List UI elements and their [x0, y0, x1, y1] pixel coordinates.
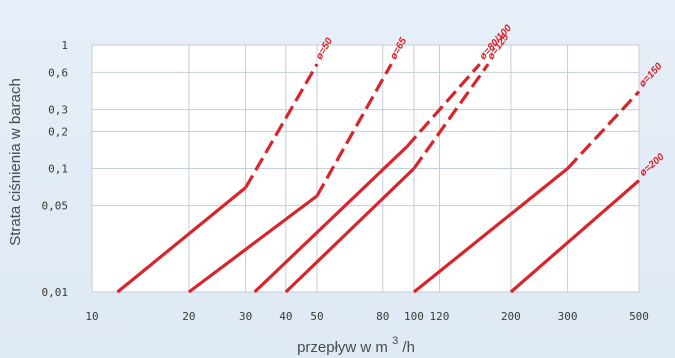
y-tick-labels: 0,01 0,05 0,1 0,2 0,3 0,6 1 — [42, 39, 69, 299]
y-tick-label: 0,6 — [48, 66, 68, 79]
x-axis-label-tail: /h — [402, 339, 415, 356]
series-segment-solid — [509, 179, 641, 294]
series-segment-dashed — [315, 63, 393, 197]
series-label: ø=200 — [638, 151, 667, 178]
series-label: ø=150 — [637, 61, 665, 90]
x-tick-label: 300 — [558, 310, 578, 323]
series-segment-solid — [412, 167, 569, 294]
series-segment-solid — [116, 186, 247, 294]
y-tick-label: 0,05 — [42, 200, 69, 213]
y-axis-label: Strata ciśnienia w barach — [7, 78, 24, 246]
x-tick-label: 80 — [376, 310, 389, 323]
x-tick-labels: 10 20 30 40 50 80 100 120 200 300 500 — [85, 310, 649, 323]
series-segment-dashed — [566, 90, 641, 170]
x-axis-label-main: przepływ w m — [297, 339, 388, 356]
y-tick-label: 0,2 — [48, 125, 68, 138]
series-segment-solid — [187, 194, 319, 294]
series-segment-dashed — [244, 63, 319, 189]
series-segment-solid — [284, 167, 416, 294]
x-tick-label: 120 — [430, 310, 450, 323]
x-tick-label: 500 — [629, 310, 649, 323]
x-tick-label: 10 — [85, 310, 98, 323]
x-tick-label: 100 — [404, 310, 424, 323]
y-tick-label: 0,3 — [48, 104, 68, 117]
x-axis-label: przepływ w m 3 /h — [297, 331, 415, 356]
y-tick-label: 0,1 — [48, 163, 68, 176]
series-segment-dashed — [405, 63, 481, 148]
series-segment-solid — [253, 145, 408, 294]
x-tick-label: 200 — [501, 310, 521, 323]
y-tick-label: 0,01 — [42, 286, 69, 299]
series-segment-dashed — [412, 63, 490, 170]
y-tick-label: 1 — [61, 39, 68, 52]
x-axis-label-sup: 3 — [392, 335, 398, 347]
x-tick-label: 30 — [239, 310, 252, 323]
x-tick-label: 50 — [310, 310, 323, 323]
x-tick-label: 20 — [182, 310, 195, 323]
x-tick-label: 40 — [279, 310, 292, 323]
